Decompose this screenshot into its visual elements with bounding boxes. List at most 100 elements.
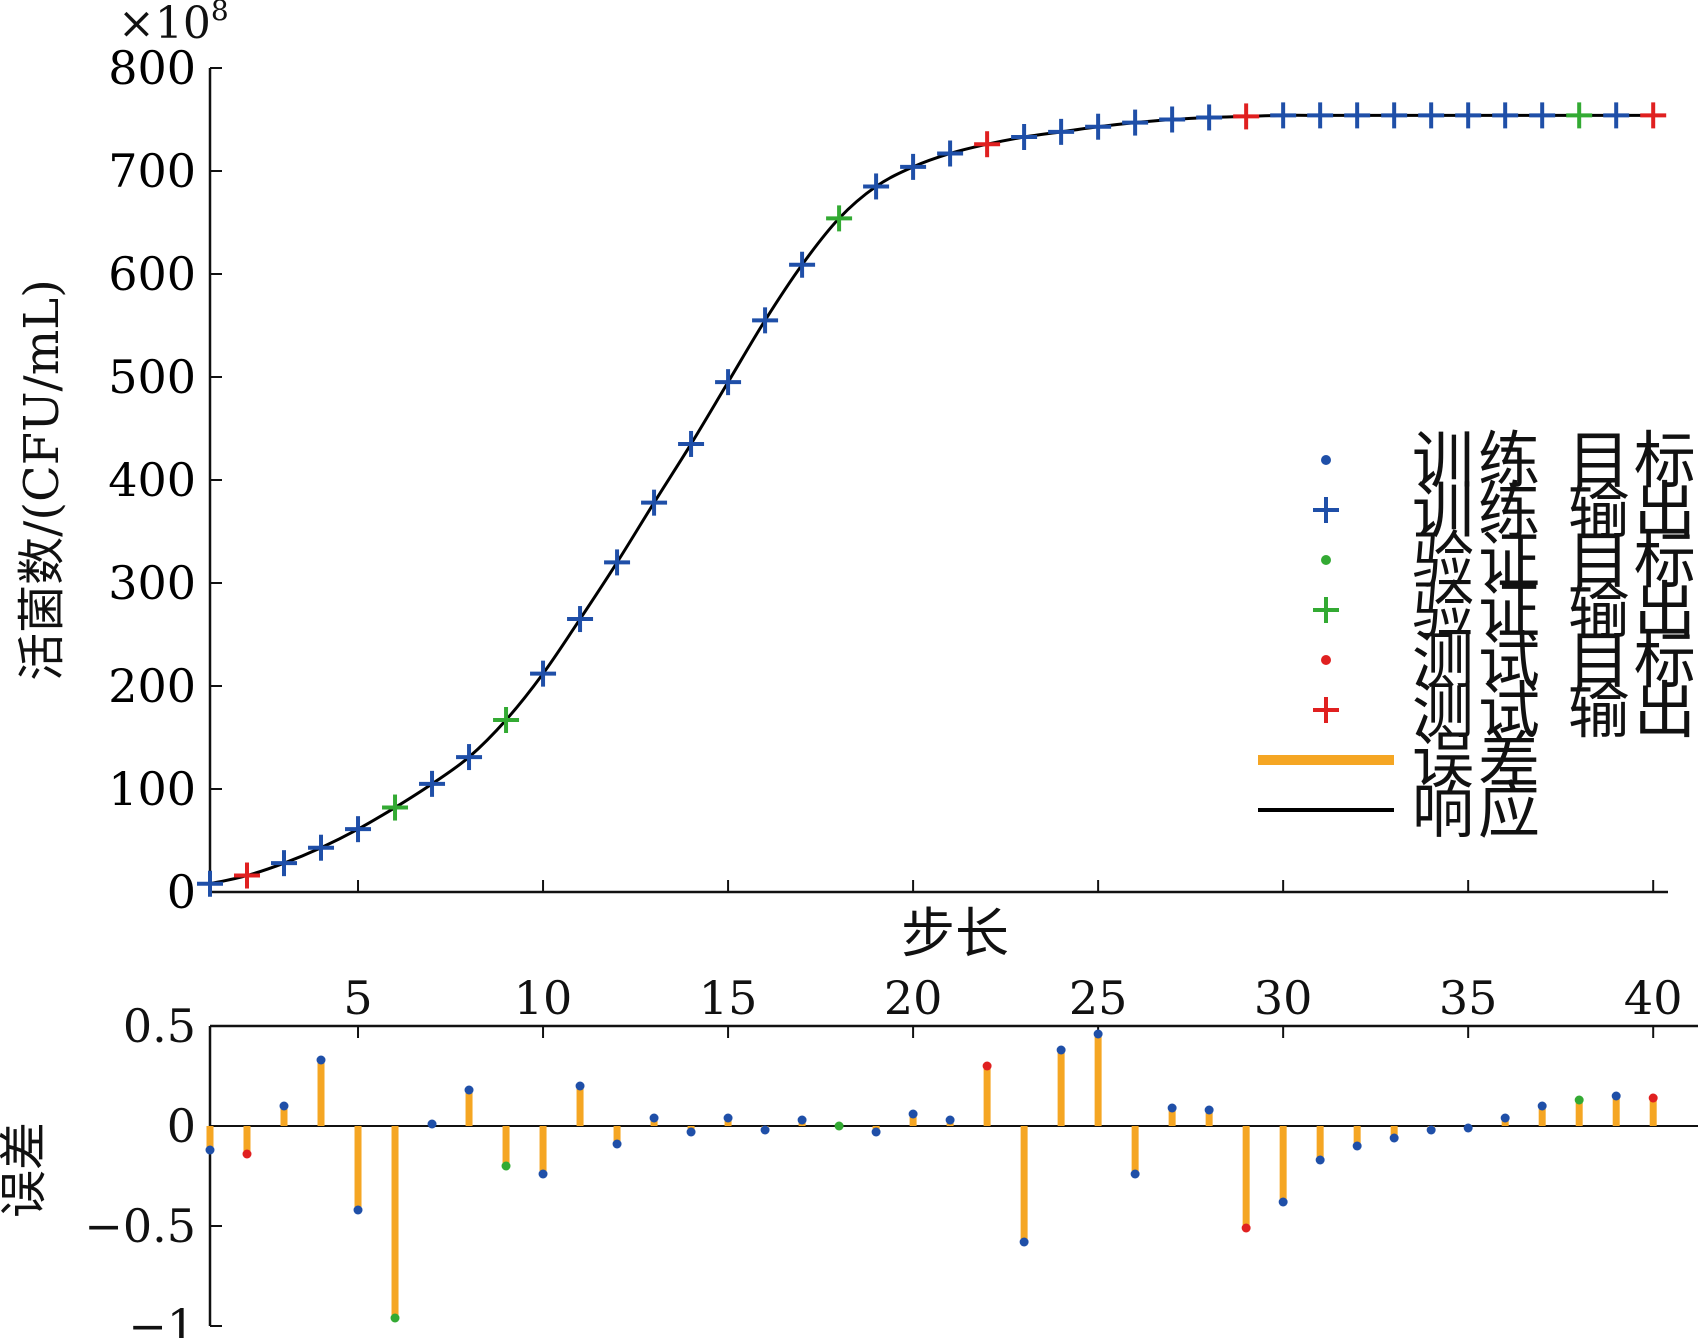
- output-marker-train: [1270, 102, 1297, 129]
- legend-label: 验证 输出: [1412, 574, 1700, 647]
- y-tick-label: 400: [108, 453, 196, 507]
- output-marker-train: [1122, 109, 1149, 136]
- legend-item: 误差: [1258, 724, 1544, 797]
- error-x-tick-label: 25: [1069, 971, 1128, 1025]
- output-marker-train: [567, 606, 594, 633]
- legend-label: 误差: [1412, 724, 1544, 797]
- error-target-dot: [1611, 1091, 1621, 1101]
- error-target-dot: [242, 1149, 252, 1159]
- output-marker-train: [530, 660, 557, 687]
- output-marker-train: [1048, 118, 1075, 145]
- y-tick-label: 300: [108, 556, 196, 610]
- y-axis-label: 活菌数/(CFU/mL): [14, 279, 70, 681]
- output-marker-train: [1011, 124, 1038, 151]
- output-marker-val: [382, 794, 409, 821]
- output-marker-train: [1307, 102, 1334, 129]
- error-target-dot: [1315, 1155, 1325, 1165]
- error-y-tick-label: 0: [167, 1099, 196, 1153]
- output-marker-train: [900, 153, 927, 180]
- y-multiplier-base: ×10: [118, 0, 211, 49]
- legend-item: 训练 目标: [1321, 424, 1696, 497]
- error-x-tick-label: 10: [514, 971, 573, 1025]
- error-target-dot: [1019, 1237, 1029, 1247]
- legend-dot-symbol: [1321, 655, 1331, 665]
- error-target-dot: [1426, 1125, 1436, 1135]
- error-target-dot: [612, 1139, 622, 1149]
- error-target-dot: [1093, 1029, 1103, 1039]
- output-marker-train: [1344, 102, 1371, 129]
- error-target-dot: [1389, 1133, 1399, 1143]
- legend-item: 验证 目标: [1321, 524, 1700, 597]
- legend-label: 训练 输出: [1412, 474, 1700, 547]
- output-marker-train: [678, 430, 705, 457]
- error-target-dot: [427, 1119, 437, 1129]
- y-multiplier-exponent: 8: [211, 0, 229, 27]
- legend-item: 训练 输出: [1313, 474, 1700, 547]
- output-marker-train: [1603, 102, 1630, 129]
- error-target-dot: [1130, 1169, 1140, 1179]
- output-marker-val: [493, 706, 520, 733]
- legend-dot-symbol: [1321, 555, 1331, 565]
- error-x-ticks: 5 10 15 20 25 30 35 40: [343, 971, 1682, 1038]
- error-target-dot: [1574, 1095, 1584, 1105]
- output-marker-train: [752, 307, 779, 334]
- error-x-tick-label: 5: [343, 971, 372, 1025]
- error-target-dot: [797, 1115, 807, 1125]
- error-x-tick-label: 30: [1254, 971, 1313, 1025]
- output-marker-train: [1196, 104, 1223, 131]
- output-marker-val: [1566, 102, 1593, 129]
- error-target-dot: [501, 1161, 511, 1171]
- legend-label: 验证 目标: [1412, 524, 1700, 597]
- error-target-dot: [908, 1109, 918, 1119]
- y-tick-label: 200: [108, 659, 196, 713]
- legend-label: 测试 输出: [1412, 674, 1700, 747]
- y-tick-label: 100: [108, 762, 196, 816]
- error-target-dot: [686, 1127, 696, 1137]
- error-x-tick-label: 20: [884, 971, 943, 1025]
- output-marker-train: [1085, 113, 1112, 140]
- legend-item: 测试 输出: [1313, 674, 1700, 747]
- x-ticks: [357, 880, 1655, 892]
- error-target-dot: [205, 1145, 215, 1155]
- y-ticks: 0 100 200 300 400 500 600 700 800: [108, 41, 222, 919]
- error-y-axis-label: 误差: [0, 1122, 52, 1218]
- output-marker-train: [863, 173, 890, 200]
- y-tick-label: 700: [108, 144, 196, 198]
- error-target-dot: [1278, 1197, 1288, 1207]
- output-marker-train: [715, 369, 742, 396]
- output-marker-train: [419, 770, 446, 797]
- output-marker-train: [1529, 102, 1556, 129]
- y-multiplier: ×108: [118, 0, 229, 49]
- error-target-dot: [390, 1313, 400, 1323]
- error-target-dot: [575, 1081, 585, 1091]
- legend-item: 响应: [1258, 774, 1544, 847]
- error-target-dot: [871, 1127, 881, 1137]
- output-marker-train: [604, 549, 631, 576]
- output-marker-train: [937, 140, 964, 167]
- error-target-dot: [279, 1101, 289, 1111]
- output-marker-test: [1640, 102, 1667, 129]
- legend-item: 测试 目标: [1321, 624, 1700, 697]
- error-bars: [205, 1029, 1658, 1323]
- output-marker-train: [1159, 106, 1186, 133]
- output-marker-val: [826, 205, 853, 232]
- output-marker-train: [1381, 102, 1408, 129]
- y-tick-label: 800: [108, 41, 196, 95]
- legend-label: 测试 目标: [1412, 624, 1700, 697]
- error-target-dot: [1500, 1113, 1510, 1123]
- output-marker-train: [345, 816, 372, 843]
- output-marker-train: [197, 870, 223, 897]
- output-marker-test: [1233, 103, 1260, 130]
- error-target-dot: [1241, 1223, 1251, 1233]
- x-axis-label: 步长: [901, 902, 1009, 965]
- legend-label: 响应: [1412, 774, 1544, 847]
- output-marker-train: [1418, 102, 1445, 129]
- error-x-tick-label: 35: [1439, 971, 1498, 1025]
- error-target-dot: [760, 1125, 770, 1135]
- y-tick-label: 500: [108, 350, 196, 404]
- error-target-dot: [464, 1085, 474, 1095]
- error-target-dot: [723, 1113, 733, 1123]
- error-y-tick-label: −0.5: [84, 1199, 196, 1253]
